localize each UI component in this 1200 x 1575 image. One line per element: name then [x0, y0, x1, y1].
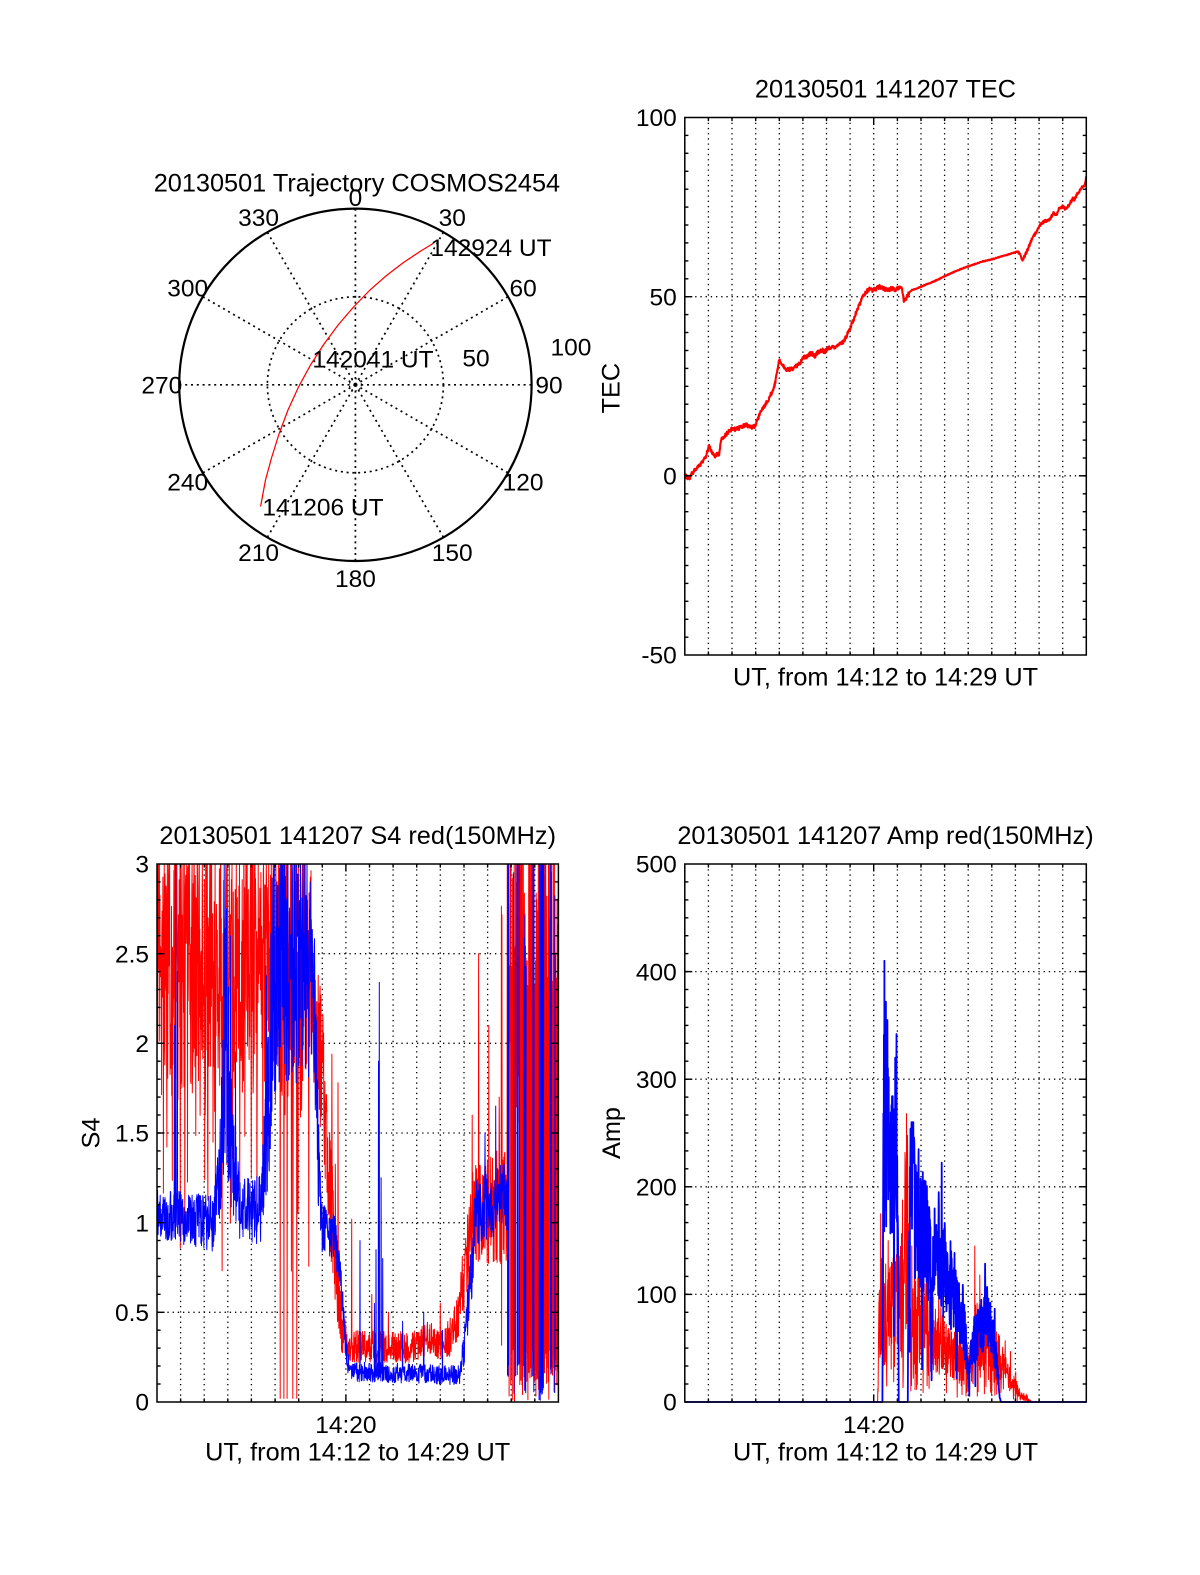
- svg-text:300: 300: [167, 276, 208, 303]
- svg-text:2.5: 2.5: [115, 941, 149, 968]
- svg-text:UT, from 14:12 to 14:29 UT: UT, from 14:12 to 14:29 UT: [733, 664, 1038, 692]
- svg-text:90: 90: [535, 373, 562, 400]
- svg-text:200: 200: [636, 1175, 677, 1202]
- svg-text:0: 0: [135, 1390, 149, 1417]
- svg-text:100: 100: [636, 1282, 677, 1309]
- svg-text:Amp: Amp: [598, 1107, 626, 1159]
- svg-text:142924 UT: 142924 UT: [430, 235, 551, 262]
- svg-text:TEC: TEC: [598, 363, 626, 414]
- svg-text:0: 0: [663, 1390, 677, 1417]
- svg-text:270: 270: [141, 373, 182, 400]
- svg-text:30: 30: [439, 205, 466, 232]
- svg-text:UT, from 14:12 to 14:29 UT: UT, from 14:12 to 14:29 UT: [733, 1439, 1038, 1467]
- svg-text:20130501 141207 TEC: 20130501 141207 TEC: [755, 76, 1016, 104]
- svg-text:100: 100: [551, 335, 592, 362]
- svg-text:20130501 141207 Amp red(150MHz: 20130501 141207 Amp red(150MHz): [677, 822, 1093, 850]
- svg-text:330: 330: [238, 205, 279, 232]
- svg-text:60: 60: [509, 276, 536, 303]
- svg-text:20130501 Trajectory COSMOS2454: 20130501 Trajectory COSMOS2454: [154, 170, 560, 198]
- svg-text:240: 240: [167, 469, 208, 496]
- svg-text:20130501 141207 S4 red(150MHz): 20130501 141207 S4 red(150MHz): [159, 822, 556, 850]
- svg-text:0: 0: [349, 185, 363, 212]
- svg-text:3: 3: [135, 852, 149, 879]
- svg-text:400: 400: [636, 959, 677, 986]
- svg-text:210: 210: [238, 540, 279, 567]
- svg-text:141206 UT: 141206 UT: [262, 495, 383, 522]
- svg-text:100: 100: [636, 105, 677, 132]
- svg-text:142041 UT: 142041 UT: [312, 347, 433, 374]
- svg-text:50: 50: [650, 284, 677, 311]
- svg-text:-50: -50: [641, 643, 676, 670]
- svg-text:120: 120: [503, 469, 544, 496]
- svg-text:S4: S4: [78, 1118, 106, 1149]
- svg-text:14:20: 14:20: [315, 1412, 376, 1439]
- svg-text:50: 50: [462, 346, 489, 373]
- svg-text:0.5: 0.5: [115, 1300, 149, 1327]
- svg-text:0: 0: [663, 464, 677, 491]
- svg-text:14:20: 14:20: [843, 1412, 904, 1439]
- svg-text:150: 150: [432, 540, 473, 567]
- svg-text:1: 1: [135, 1210, 149, 1237]
- svg-text:2: 2: [135, 1031, 149, 1058]
- svg-text:180: 180: [335, 566, 376, 593]
- svg-text:300: 300: [636, 1067, 677, 1094]
- svg-text:500: 500: [636, 852, 677, 879]
- svg-text:1.5: 1.5: [115, 1121, 149, 1148]
- svg-text:UT, from 14:12 to 14:29 UT: UT, from 14:12 to 14:29 UT: [205, 1439, 510, 1467]
